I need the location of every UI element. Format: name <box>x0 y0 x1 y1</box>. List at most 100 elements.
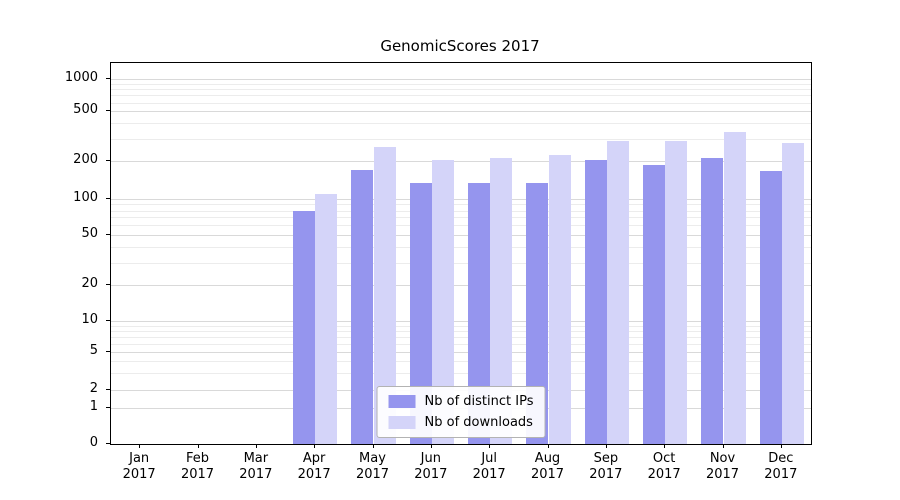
major-gridline <box>111 79 811 80</box>
x-tick-label: Jun 2017 <box>391 451 471 483</box>
y-tick-mark <box>106 284 110 286</box>
y-tick-mark <box>106 388 110 390</box>
x-tick-mark <box>139 444 141 448</box>
bar-nb-of-downloads-nov-2017 <box>723 132 746 444</box>
x-tick-mark <box>547 444 549 448</box>
bar-nb-of-distinct-ips-sep-2017 <box>584 159 607 444</box>
x-tick-label: Nov 2017 <box>683 451 763 483</box>
minor-gridline <box>111 330 811 332</box>
x-tick-mark <box>197 444 199 448</box>
y-tick-label: 100 <box>73 190 98 206</box>
legend-swatch-downloads <box>388 416 416 429</box>
x-tick-year: 2017 <box>705 467 740 482</box>
x-tick-mark <box>722 444 724 448</box>
x-tick-month: Feb <box>185 451 210 466</box>
bar-nb-of-downloads-oct-2017 <box>665 140 688 444</box>
bar-nb-of-downloads-jun-2017 <box>431 159 454 444</box>
legend-label-downloads: Nb of downloads <box>424 415 533 430</box>
x-tick-label: Oct 2017 <box>624 451 704 483</box>
x-tick-mark <box>372 444 374 448</box>
x-tick-month: Jul <box>481 451 497 466</box>
x-tick-month: Jan <box>129 451 150 466</box>
bar-nb-of-distinct-ips-nov-2017 <box>701 158 724 444</box>
minor-gridline <box>111 204 811 206</box>
minor-gridline <box>111 138 811 140</box>
x-tick-label: Dec 2017 <box>741 451 821 483</box>
x-tick-label: Mar 2017 <box>216 451 296 483</box>
x-tick-mark <box>255 444 257 448</box>
minor-gridline <box>111 343 811 345</box>
legend-item-distinct-ips: Nb of distinct IPs <box>388 394 534 409</box>
y-tick-label: 50 <box>81 225 98 241</box>
y-tick-label: 5 <box>89 342 98 358</box>
bar-nb-of-distinct-ips-apr-2017 <box>293 210 316 444</box>
y-tick-mark <box>106 233 110 235</box>
y-tick-mark <box>106 406 110 408</box>
x-tick-year: 2017 <box>764 467 798 482</box>
x-tick-year: 2017 <box>414 467 448 482</box>
bar-nb-of-downloads-jul-2017 <box>490 158 513 444</box>
x-tick-month: Mar <box>243 451 269 466</box>
x-tick-mark <box>430 444 432 448</box>
x-tick-year: 2017 <box>589 467 623 482</box>
minor-gridline <box>111 217 811 219</box>
x-tick-month: Oct <box>652 451 676 466</box>
x-tick-year: 2017 <box>297 467 331 482</box>
bar-nb-of-downloads-may-2017 <box>373 146 396 444</box>
x-tick-mark <box>489 444 491 448</box>
plot-area: Nb of distinct IPs Nb of downloads <box>110 62 812 445</box>
x-tick-month: Nov <box>709 451 736 466</box>
minor-gridline <box>111 325 811 327</box>
major-gridline <box>111 111 811 112</box>
major-gridline <box>111 234 811 236</box>
x-tick-year: 2017 <box>180 467 215 482</box>
minor-gridline <box>111 210 811 212</box>
minor-gridline <box>111 95 811 97</box>
bar-nb-of-downloads-dec-2017 <box>781 142 804 444</box>
y-tick-label: 10 <box>81 311 98 327</box>
x-tick-year: 2017 <box>239 467 273 482</box>
y-tick-label: 0 <box>89 435 98 450</box>
x-tick-month: Apr <box>302 451 326 466</box>
minor-gridline <box>111 102 811 104</box>
bar-nb-of-distinct-ips-jun-2017 <box>409 182 432 444</box>
y-tick-label: 20 <box>81 276 98 292</box>
x-tick-year: 2017 <box>647 467 681 482</box>
major-gridline <box>111 351 811 353</box>
y-tick-label: 1000 <box>64 70 98 85</box>
bar-nb-of-distinct-ips-oct-2017 <box>643 165 666 444</box>
x-tick-month: Dec <box>768 451 794 466</box>
y-tick-mark <box>106 110 110 111</box>
x-tick-mark <box>314 444 316 448</box>
legend-item-downloads: Nb of downloads <box>388 415 534 430</box>
major-gridline <box>111 285 811 287</box>
x-tick-year: 2017 <box>355 467 390 482</box>
legend-label-distinct-ips: Nb of distinct IPs <box>424 394 534 409</box>
minor-gridline <box>111 247 811 249</box>
bar-nb-of-distinct-ips-aug-2017 <box>526 182 549 444</box>
x-tick-label: Jan 2017 <box>99 451 179 483</box>
legend: Nb of distinct IPs Nb of downloads <box>376 386 546 438</box>
y-tick-label: 1 <box>89 398 98 414</box>
x-tick-label: Feb 2017 <box>158 451 238 483</box>
x-tick-month: Sep <box>593 451 619 466</box>
legend-swatch-distinct-ips <box>388 395 416 408</box>
bar-nb-of-downloads-aug-2017 <box>548 154 571 444</box>
y-tick-label: 2 <box>89 380 98 396</box>
x-tick-label: Sep 2017 <box>566 451 646 483</box>
bar-nb-of-distinct-ips-may-2017 <box>351 169 374 444</box>
chart-title: GenomicScores 2017 <box>380 37 540 55</box>
minor-gridline <box>111 373 811 375</box>
bar-nb-of-downloads-sep-2017 <box>606 140 629 444</box>
bar-nb-of-distinct-ips-jul-2017 <box>468 182 491 444</box>
y-tick-mark <box>106 198 110 200</box>
x-tick-label: Jul 2017 <box>449 451 529 483</box>
x-tick-label: May 2017 <box>333 451 413 483</box>
x-tick-mark <box>664 444 666 448</box>
x-tick-month: May <box>359 451 386 466</box>
minor-gridline <box>111 225 811 227</box>
y-tick-mark <box>106 319 110 321</box>
x-tick-year: 2017 <box>472 467 506 482</box>
y-tick-label: 500 <box>73 102 98 117</box>
